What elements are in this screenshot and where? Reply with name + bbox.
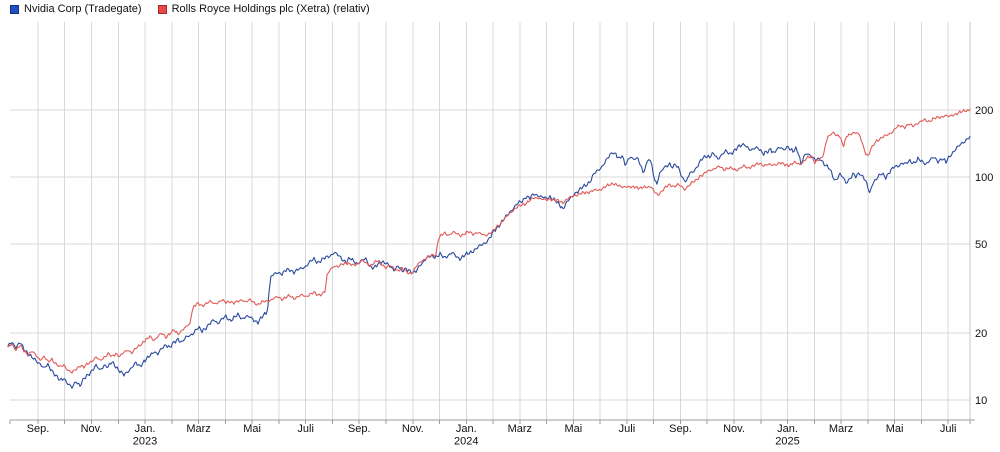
- axis-tick-label: Sep.: [669, 423, 692, 435]
- rollsroyce-series-line: [7, 108, 971, 374]
- axis-tick-label: Mai: [886, 423, 904, 435]
- axis-tick-label: Jan.: [777, 423, 798, 435]
- axis-tick-label: 100: [975, 172, 993, 184]
- axis-tick-label: Jan.: [456, 423, 477, 435]
- axis-tick-label: Jan.: [135, 423, 156, 435]
- gridlines: [10, 22, 971, 420]
- legend-label-rollsroyce: Rolls Royce Holdings plc (Xetra) (relati…: [171, 3, 370, 15]
- axis-tick-label: Mai: [565, 423, 583, 435]
- axis-tick-label: Nov.: [402, 423, 424, 435]
- axis-tick-label: Juli: [297, 423, 314, 435]
- legend-label-nvidia: Nvidia Corp (Tradegate): [24, 3, 142, 15]
- axis-tick-label: Marz: [186, 423, 210, 435]
- axis-tick-label: 2024: [454, 436, 478, 448]
- series-lines: [7, 108, 971, 389]
- nvidia-series-swatch-icon: [10, 4, 19, 14]
- axis-tick-label: Marz: [508, 423, 532, 435]
- y-axis-labels: 10 20 50 100 200: [975, 105, 993, 407]
- axis-tick-label: Nov.: [81, 423, 103, 435]
- axis-tick-label: 20: [975, 328, 987, 340]
- axis-tick-label: 2023: [133, 436, 157, 448]
- axis-tick-label: Marz: [829, 423, 853, 435]
- axis-tick-label: Juli: [940, 423, 957, 435]
- legend-item-rollsroyce: Rolls Royce Holdings plc (Xetra) (relati…: [157, 3, 370, 15]
- axis-tick-label: Mai: [243, 423, 261, 435]
- nvidia-series-line: [7, 135, 971, 389]
- axis-tick-label: 2025: [775, 436, 799, 448]
- axis-tick-label: Sep.: [27, 423, 50, 435]
- axis-tick-label: 50: [975, 239, 987, 251]
- legend-item-nvidia: Nvidia Corp (Tradegate): [10, 3, 142, 15]
- axis-tick-label: Nov.: [723, 423, 745, 435]
- axis-tick-label: 10: [975, 395, 987, 407]
- axis-tick-label: 200: [975, 105, 993, 117]
- axis-tick-label: Sep.: [348, 423, 371, 435]
- axis-tick-label: Juli: [619, 423, 636, 435]
- x-axis: [9, 419, 975, 424]
- rollsroyce-series-swatch-icon: [157, 4, 167, 14]
- chart-legend: Nvidia Corp (Tradegate) Rolls Royce Hold…: [10, 3, 370, 15]
